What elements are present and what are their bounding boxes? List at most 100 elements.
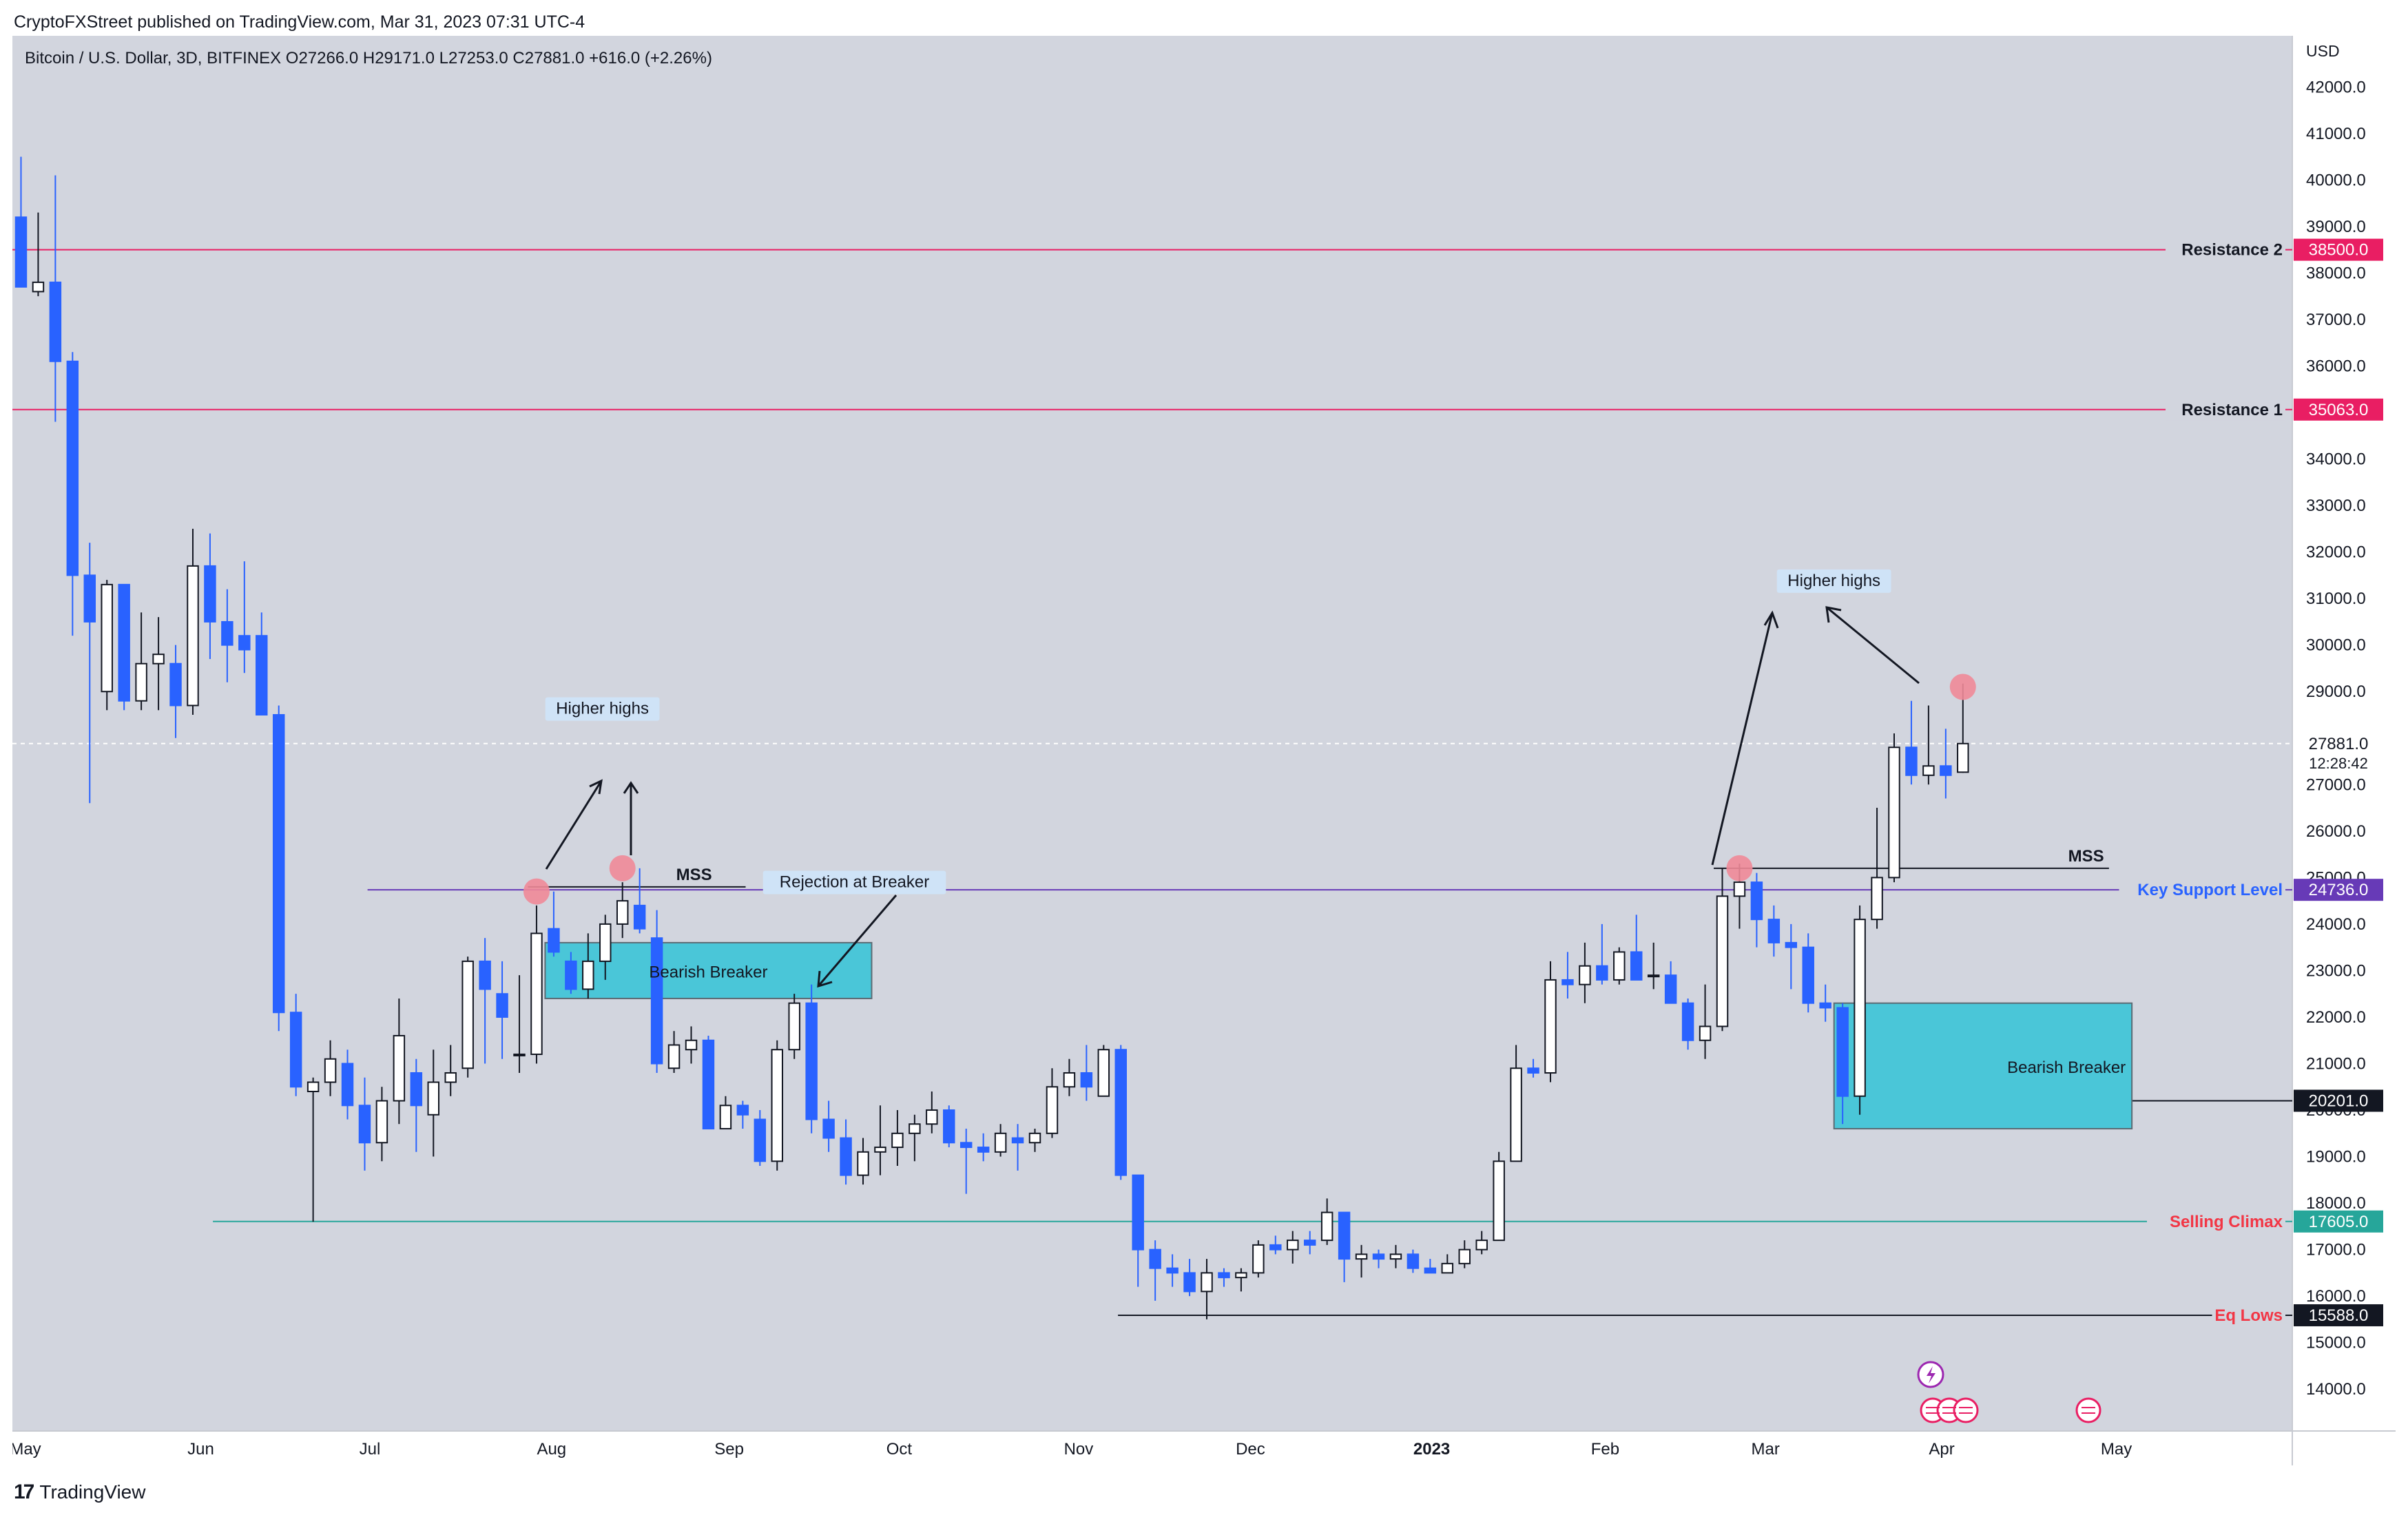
- candle-bear: [169, 645, 182, 738]
- last-price-label: 27881.0: [2309, 735, 2369, 753]
- candle-bear: [238, 561, 251, 673]
- price-tick-label: 36000.0: [2306, 357, 2366, 375]
- bar-countdown: 12:28:42: [2309, 755, 2368, 772]
- swing-high-dots: [523, 673, 1976, 905]
- candle-bull: [1922, 705, 1935, 785]
- price-tick-label: 16000.0: [2306, 1287, 2366, 1306]
- candle-bear: [496, 961, 508, 1059]
- last-price-badge: [2294, 731, 2383, 775]
- candle-bull: [1716, 868, 1729, 1032]
- candle-bear: [565, 952, 577, 994]
- candle-bear: [341, 1049, 354, 1120]
- time-axis-background[interactable]: [12, 1431, 2396, 1465]
- level-lines: [12, 249, 2292, 1316]
- annotation-labels: Bearish Breaker Bearish Breaker MSS MSS High…: [545, 238, 2285, 1326]
- time-tick-label: May: [2101, 1440, 2132, 1459]
- candle-bull: [1871, 808, 1883, 929]
- price-badge: [2294, 238, 2383, 261]
- price-badge-label: 38500.0: [2309, 241, 2369, 260]
- candle-bear: [1166, 1254, 1179, 1287]
- candle-bull: [1613, 947, 1626, 985]
- candle-bear: [272, 705, 285, 1032]
- price-tick-label: 27000.0: [2306, 775, 2366, 794]
- candle-bull: [909, 1114, 921, 1162]
- candle-bear: [736, 1100, 749, 1129]
- swing-high-dot: [1726, 855, 1753, 881]
- candle-bear: [702, 1035, 715, 1130]
- time-ticks: May Jun Jul Aug Sep Oct Nov Dec 2023 Feb Mar Apr May: [12, 1440, 2132, 1459]
- higher-highs-label: Higher highs: [1787, 572, 1880, 590]
- arrow-higher-highs-2: [623, 781, 639, 855]
- candle-bull: [1647, 942, 1660, 990]
- candle-bull: [375, 1087, 388, 1162]
- candle-bull: [530, 905, 543, 1064]
- candle-bear: [805, 984, 818, 1133]
- price-tick-label: 30000.0: [2306, 636, 2366, 655]
- candle-bear: [1681, 998, 1694, 1050]
- candle-bull: [427, 1049, 440, 1157]
- publisher-line: CryptoFXStreet published on TradingView.…: [14, 12, 585, 32]
- candle-bear: [1940, 729, 1952, 799]
- candle-bull: [1252, 1240, 1265, 1278]
- time-tick-label: May: [12, 1440, 41, 1459]
- candle-bear: [204, 533, 216, 659]
- candle-bear: [1114, 1045, 1127, 1180]
- tradingview-logo[interactable]: 17 TradingView: [14, 1481, 145, 1504]
- time-tick-label: Feb: [1591, 1440, 1619, 1459]
- price-badge-label: 24736.0: [2309, 881, 2369, 899]
- candle-bear: [1218, 1268, 1230, 1287]
- candle-bear: [943, 1105, 955, 1148]
- candle-bull: [788, 994, 800, 1059]
- price-tick-label: 21000.0: [2306, 1054, 2366, 1073]
- arrow-higher-highs-1: [545, 779, 603, 870]
- candle-bear: [1269, 1235, 1282, 1255]
- price-tick-label: 24000.0: [2306, 915, 2366, 934]
- candle-bear: [959, 1129, 973, 1194]
- candle-bull: [101, 580, 113, 711]
- candle-bull: [1510, 1045, 1522, 1162]
- event-markers: [1917, 1361, 2101, 1423]
- candle-bull: [393, 998, 406, 1125]
- candle-bear: [410, 1058, 423, 1152]
- candle-bull: [1699, 984, 1712, 1059]
- candle-bull: [307, 1077, 320, 1222]
- mss-lines: [528, 867, 2109, 888]
- mss-label: MSS: [2068, 847, 2104, 866]
- candle-bear: [479, 938, 491, 1064]
- candle-bull: [324, 1040, 337, 1096]
- candle-bear: [221, 589, 233, 682]
- candle-bear: [66, 352, 79, 636]
- candle-bull: [926, 1091, 938, 1133]
- candle-bear: [1836, 1003, 1849, 1125]
- candle-bear: [1424, 1259, 1437, 1274]
- candle-bear: [633, 868, 646, 934]
- candle-bull: [1544, 961, 1557, 1083]
- candle-bear: [1750, 873, 1763, 948]
- candle-bull: [1320, 1198, 1333, 1245]
- time-tick-label: Sep: [714, 1440, 744, 1459]
- mss-label: MSS: [676, 866, 712, 884]
- chart-frame[interactable]: Bearish Breaker Bearish Breaker MSS MSS High…: [12, 36, 2396, 1465]
- candle-bull: [719, 1096, 732, 1130]
- candle-bear: [118, 583, 130, 711]
- price-tick-label: 23000.0: [2306, 961, 2366, 980]
- candle-bull: [599, 915, 612, 980]
- candlestick-chart[interactable]: Bearish Breaker Bearish Breaker MSS MSS High…: [12, 36, 2396, 1465]
- time-tick-label: Mar: [1752, 1440, 1780, 1459]
- us-flag-icon: [1953, 1397, 1979, 1423]
- level-name: Resistance 1: [2181, 401, 2283, 419]
- candle-bull: [1063, 1058, 1076, 1096]
- candle-bull: [771, 1040, 783, 1171]
- level-name: Eq Lows: [2214, 1306, 2283, 1325]
- time-tick-label: Aug: [537, 1440, 566, 1459]
- candle-bull: [1028, 1129, 1041, 1152]
- price-badge: [2294, 1210, 2383, 1233]
- candle-bull: [1888, 733, 1900, 883]
- candle-bull: [32, 212, 45, 297]
- candle-bull: [667, 1031, 681, 1073]
- breaker-label: Bearish Breaker: [649, 963, 767, 981]
- candle-bear: [49, 175, 62, 422]
- candle-bull: [891, 1110, 904, 1167]
- price-badge: [2294, 879, 2383, 901]
- candle-bear: [83, 543, 96, 804]
